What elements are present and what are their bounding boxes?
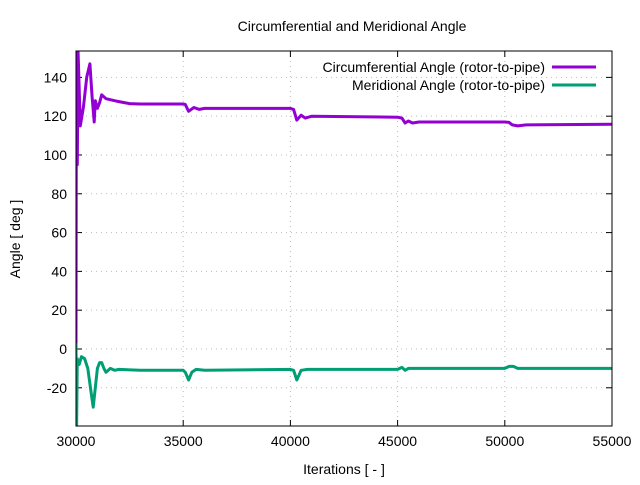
series-line-meridional: [76, 343, 612, 426]
plot-frame: [75, 50, 613, 427]
y-axis-label: Angle [ deg ]: [7, 200, 23, 279]
x-tick-label: 50000: [485, 433, 524, 449]
y-tick-label: -20: [47, 380, 67, 396]
y-tick-label: 40: [51, 263, 67, 279]
x-tick-label: 40000: [271, 433, 310, 449]
series-line-circumferential: [76, 51, 612, 359]
x-tick-label: 55000: [593, 433, 632, 449]
y-tick-label: 120: [44, 108, 68, 124]
legend-label: Circumferential Angle (rotor-to-pipe): [322, 59, 545, 75]
y-tick-label: 100: [44, 147, 68, 163]
y-tick-label: 0: [59, 341, 67, 357]
x-axis-label: Iterations [ - ]: [303, 461, 385, 477]
y-tick-label: 140: [44, 69, 68, 85]
y-tick-label: 80: [51, 186, 67, 202]
legend-label: Meridional Angle (rotor-to-pipe): [352, 77, 545, 93]
chart-title: Circumferential and Meridional Angle: [238, 18, 467, 34]
x-tick-label: 30000: [57, 433, 96, 449]
y-tick-label: 20: [51, 302, 67, 318]
y-tick-label: 60: [51, 225, 67, 241]
x-tick-label: 45000: [378, 433, 417, 449]
x-tick-label: 35000: [164, 433, 203, 449]
